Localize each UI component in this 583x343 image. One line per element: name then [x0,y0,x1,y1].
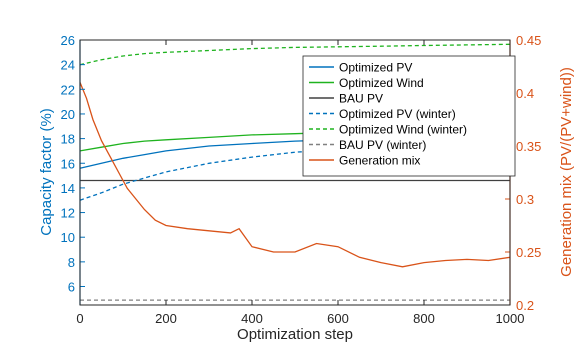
x-tick-label: 600 [327,311,349,326]
y-axis-label-left: Capacity factor (%) [38,108,55,236]
y-tick-label-right: 0.45 [516,33,541,48]
y-tick-label-left: 10 [61,230,75,245]
x-tick-label: 0 [76,311,83,326]
series-line-4 [79,43,511,66]
y-tick-label-left: 22 [61,82,75,97]
legend-label: BAU PV [339,92,383,106]
x-tick-label: 1000 [496,311,525,326]
legend-label: Optimized PV (winter) [339,107,456,121]
legend-label: Generation mix [339,154,420,168]
legend-label: Optimized Wind [339,76,424,90]
y-tick-label-left: 24 [61,58,75,73]
y-tick-label-left: 14 [61,181,75,196]
curves [79,43,511,301]
y-tick-label-left: 16 [61,156,75,171]
x-tick-label: 400 [241,311,263,326]
y-tick-label-right: 0.2 [516,298,534,313]
legend-box [302,55,516,177]
x-axis-label: Optimization step [237,326,353,343]
y-tick-label-right: 0.3 [516,192,534,207]
legend-label: Optimized PV [339,61,412,75]
y-tick-label-right: 0.35 [516,139,541,154]
y-axis-label-right: Generation mix (PV/(PV+wind)) [558,67,575,277]
y-tick-label-left: 6 [68,280,75,295]
y-tick-label-left: 8 [68,255,75,270]
y-tick-label-left: 18 [61,132,75,147]
y-tick-label-right: 0.25 [516,245,541,260]
x-tick-label: 800 [413,311,435,326]
y-tick-label-left: 20 [61,107,75,122]
series-line-6 [79,82,511,268]
y-tick-label-left: 26 [61,33,75,48]
legend-label: BAU PV (winter) [339,138,426,152]
y-tick-label-right: 0.4 [516,86,534,101]
x-tick-label: 200 [155,311,177,326]
y-tick-label-left: 12 [61,206,75,221]
legend-label: Optimized Wind (winter) [339,123,467,137]
